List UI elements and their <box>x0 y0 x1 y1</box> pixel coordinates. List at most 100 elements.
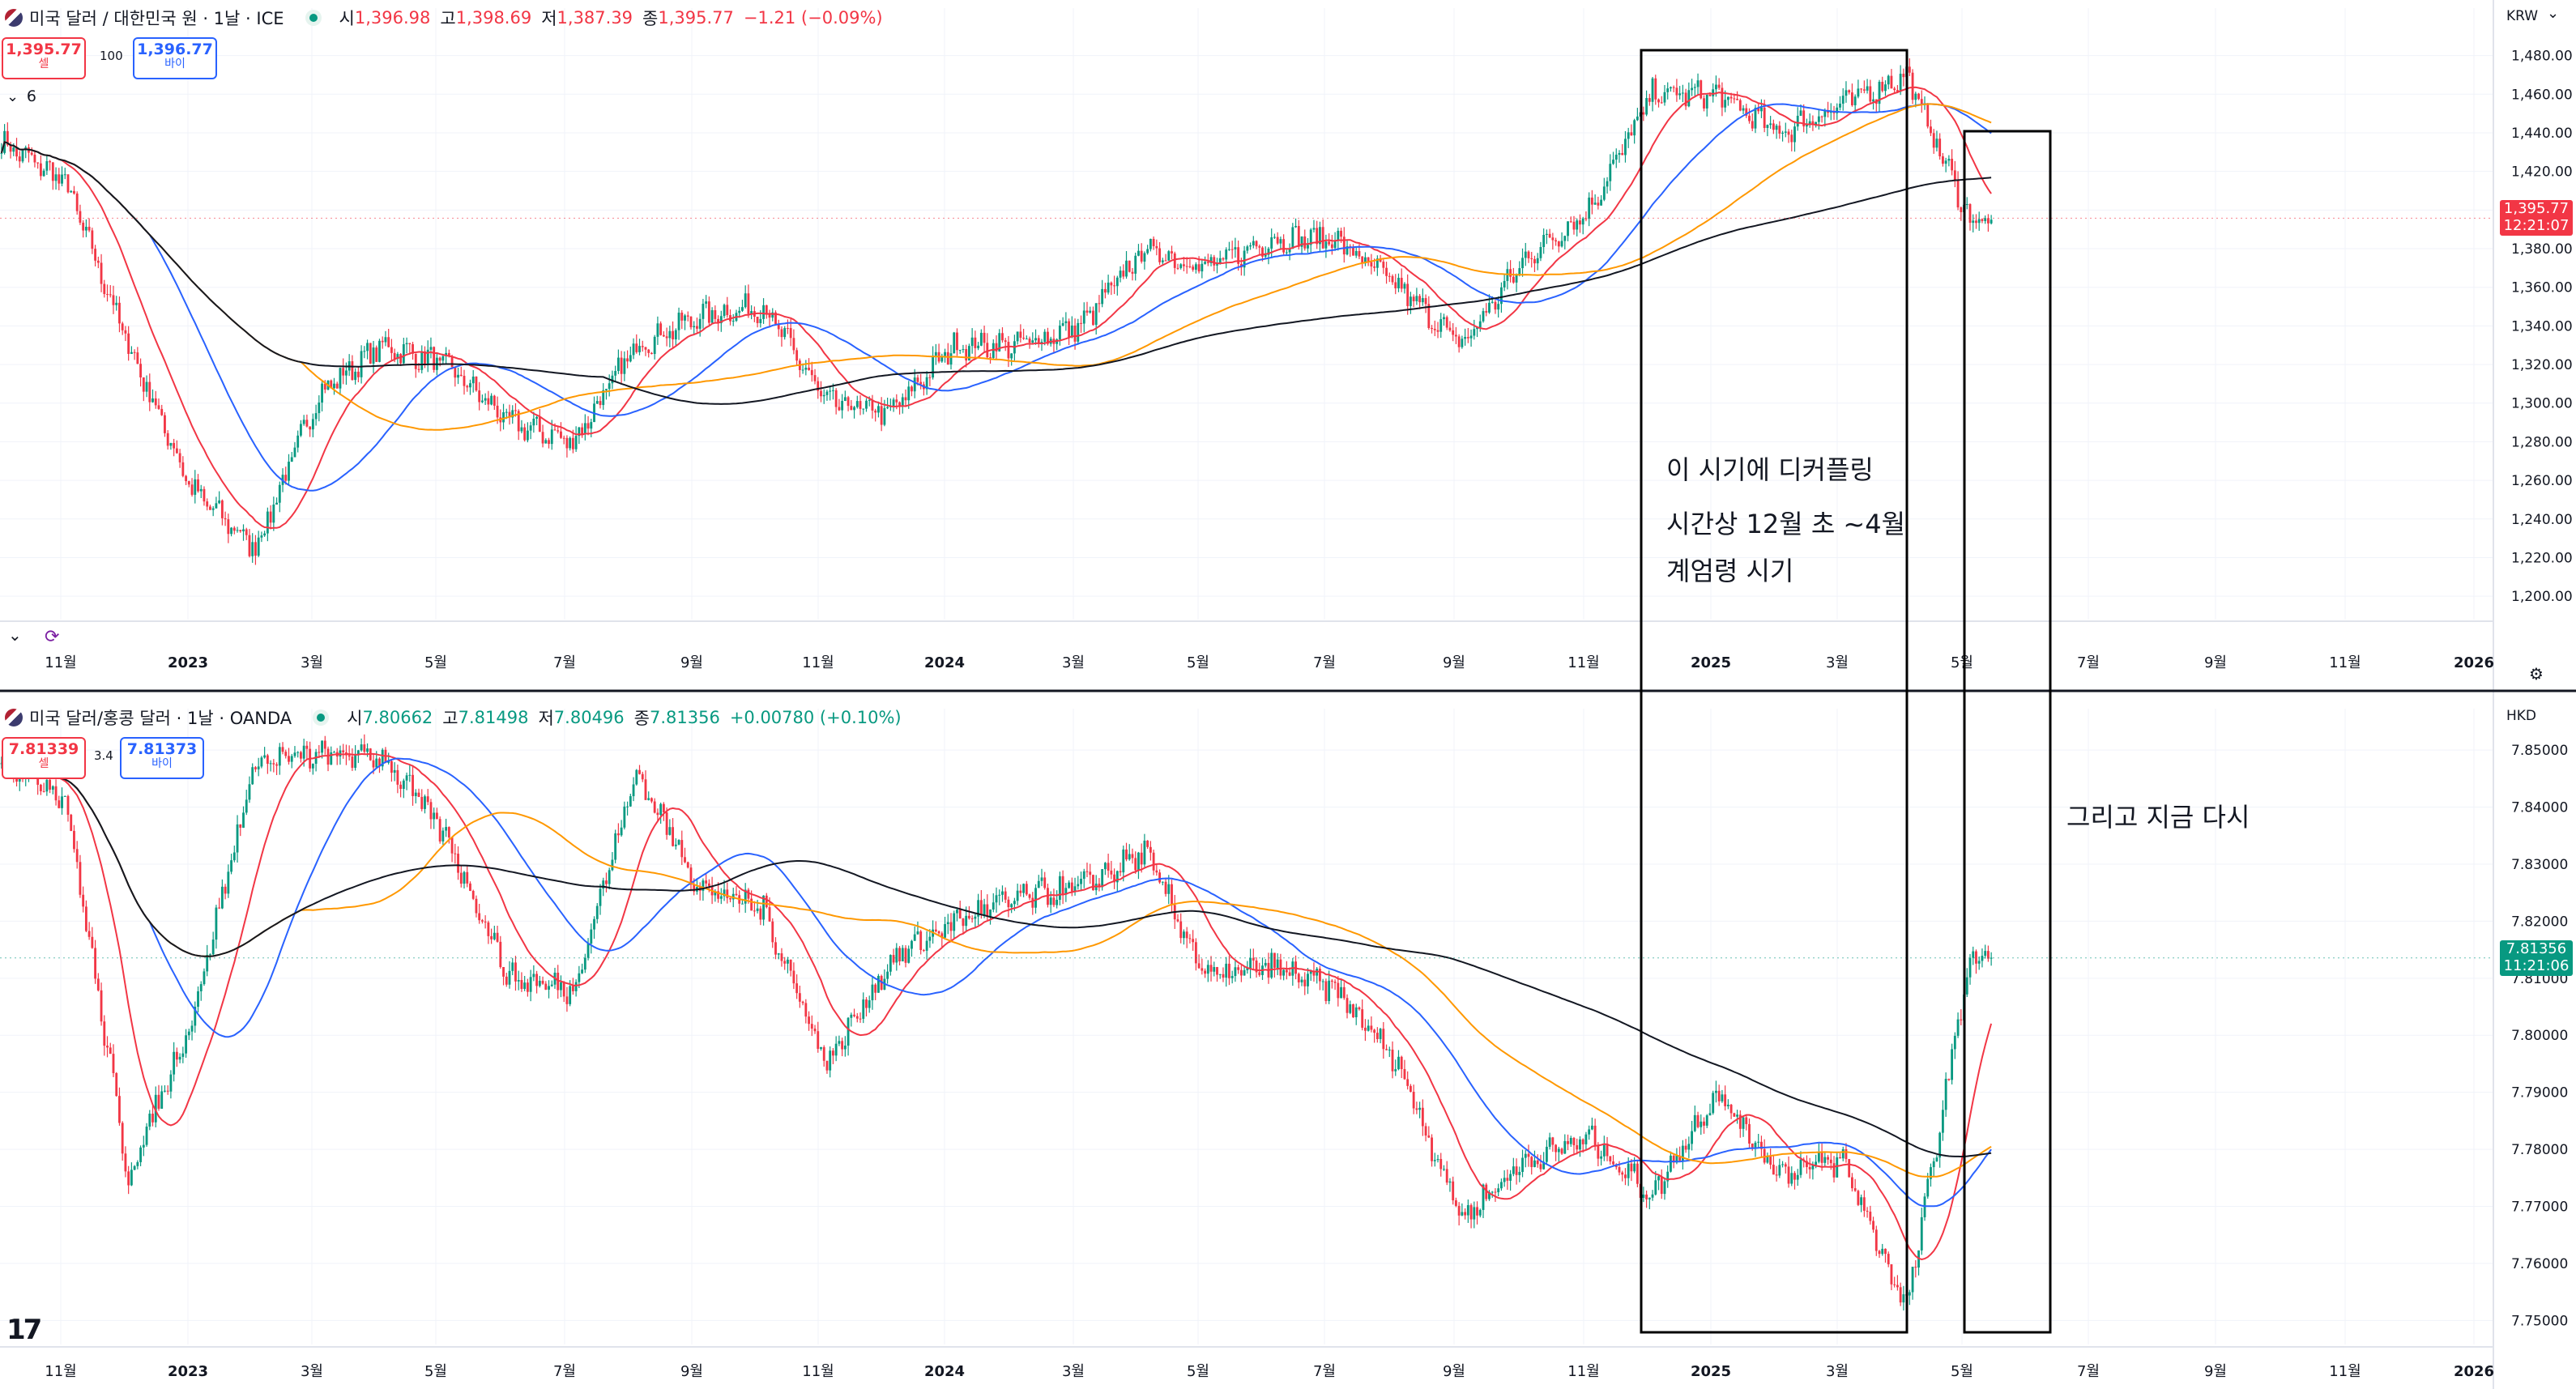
candle-body <box>203 488 206 502</box>
candle-body <box>1584 1134 1588 1144</box>
candle-body <box>1478 321 1482 328</box>
panel-usdhkd-symbol[interactable]: 미국 달러/홍콩 달러 · 1날 · OANDA <box>29 709 292 728</box>
candle-body <box>677 840 680 845</box>
candle-body <box>1073 886 1077 892</box>
panel-usdkrw-price-axis[interactable]: 1,200.00 1,220.00 1,240.00 1,260.00 1,280.00… <box>2511 49 2573 606</box>
annotation-again-now[interactable]: 그리고 지금 다시 <box>2066 802 2250 833</box>
indicators-toggle[interactable]: ⌄ 6 <box>6 87 36 105</box>
candle-body <box>949 353 953 365</box>
candle-body <box>653 336 656 355</box>
candle-body <box>1436 1159 1439 1161</box>
candle-body <box>1733 98 1736 100</box>
drawing-rectangle-current-period[interactable] <box>1963 130 2052 1334</box>
candle-body <box>73 830 75 850</box>
candle-body <box>1557 1148 1560 1153</box>
candle-body <box>1920 1216 1923 1251</box>
candle-body <box>529 425 532 431</box>
candle-body <box>1167 251 1171 261</box>
candle-body <box>1469 335 1473 339</box>
candle-body <box>42 170 45 177</box>
currency-dropdown[interactable]: ⌄ <box>2547 5 2559 22</box>
ohlc-close-label: 종 <box>633 709 650 728</box>
drawing-rectangle-decoupling-period[interactable] <box>1640 49 1909 1334</box>
ma-mid-line <box>1 757 1992 1208</box>
candle-body <box>1609 164 1612 181</box>
candle-body <box>417 369 420 370</box>
candle-body <box>674 330 677 340</box>
candle-body <box>1862 89 1866 91</box>
candle-body <box>553 429 557 431</box>
candle-body <box>1569 221 1572 223</box>
candle-body <box>801 1001 804 1003</box>
candle-body <box>1729 1104 1733 1114</box>
candle-body <box>1397 278 1400 288</box>
collapse-pane-button[interactable]: ⌄ <box>8 625 22 645</box>
panel-usdkrw-time-axis[interactable]: 11월 2023 3월 5월 7월 9월 11월 2024 3월 5월 7월 9월 11월 2025 3월 5… <box>45 654 2494 671</box>
panel-usdhkd-price-axis[interactable]: 7.75000 7.76000 7.77000 7.78000 7.79000 7.800… <box>2511 743 2568 1329</box>
panel-usdkrw-spread: 100 <box>100 49 123 63</box>
panel-usdhkd-buy-button[interactable]: 7.81373 바이 <box>120 737 204 779</box>
candle-body <box>759 908 762 920</box>
candle-body <box>611 375 614 384</box>
candle-body <box>1829 1159 1832 1164</box>
candle-body <box>1007 899 1010 908</box>
candle-body <box>1085 871 1089 872</box>
candle-body <box>1597 1145 1600 1159</box>
sync-button[interactable]: ⟳ <box>45 627 59 647</box>
candle-body <box>913 934 916 941</box>
candle-body <box>1340 230 1342 237</box>
candle-body <box>1073 325 1077 342</box>
panel-usdhkd-currency[interactable]: HKD <box>2506 708 2537 724</box>
candle-body <box>1887 75 1890 85</box>
candle-body <box>73 190 75 194</box>
candle-body <box>278 484 281 503</box>
panel-usdkrw-symbol[interactable]: 미국 달러 / 대한민국 원 · 1날 · ICE <box>29 9 284 28</box>
panel-usdkrw-buy-button[interactable]: 1,396.77 바이 <box>133 37 217 79</box>
candle-body <box>1763 107 1766 128</box>
candle-body <box>1972 220 1975 224</box>
candle-body <box>1061 323 1064 326</box>
panel-usdhkd-time-axis[interactable]: 11월 2023 3월 5월 7월 9월 11월 2024 3월 5월 7월 9월 11월 2025 3월 5… <box>45 1363 2494 1380</box>
candle-body <box>1246 246 1249 251</box>
ohlc-low-label: 저 <box>541 9 557 28</box>
candle-body <box>1724 100 1727 108</box>
candle-body <box>133 352 136 353</box>
candle-body <box>1161 260 1164 262</box>
settings-button[interactable]: ⚙ <box>2529 664 2544 684</box>
candle-body <box>801 369 804 371</box>
candle-body <box>1452 330 1455 335</box>
buy-price: 7.81373 <box>126 740 198 758</box>
candle-body <box>1555 240 1558 242</box>
candle-body <box>1431 327 1433 330</box>
candle-body <box>1851 1177 1853 1189</box>
candle-body <box>1802 110 1806 127</box>
panel-usdkrw-currency[interactable]: KRW <box>2506 8 2539 24</box>
candle-body <box>475 898 478 914</box>
candle-body <box>1524 251 1527 258</box>
price-tick-label: 7.77000 <box>2511 1199 2568 1216</box>
candle-body <box>248 535 251 556</box>
annotation-period[interactable]: 시간상 12월 초 ~4월 <box>1666 509 1906 539</box>
candle-body <box>87 931 91 937</box>
price-tick-label: 1,460.00 <box>2511 87 2573 103</box>
buy-price: 1,396.77 <box>137 40 213 58</box>
candle-body <box>1968 204 1972 224</box>
candle-body <box>944 352 946 356</box>
candle-body <box>1636 1163 1639 1184</box>
candle-body <box>759 318 762 323</box>
panel-usdhkd-sell-button[interactable]: 7.81339 셀 <box>2 737 86 779</box>
tradingview-logo[interactable]: 17 <box>6 1314 42 1346</box>
panel-usdkrw-sell-button[interactable]: 1,395.77 셀 <box>2 37 86 79</box>
candle-body <box>820 390 822 397</box>
annotation-martial-law[interactable]: 계엄령 시기 <box>1666 556 1794 586</box>
candle-body <box>1841 1148 1845 1159</box>
candle-body <box>838 407 841 411</box>
annotation-decoupling[interactable]: 이 시기에 디커플링 <box>1666 454 1874 485</box>
candle-body <box>1851 92 1853 105</box>
candle-body <box>230 860 232 872</box>
candle-body <box>1515 274 1518 283</box>
candle-body <box>586 944 590 958</box>
candle-body <box>1415 296 1418 301</box>
candle-body <box>1307 974 1309 986</box>
